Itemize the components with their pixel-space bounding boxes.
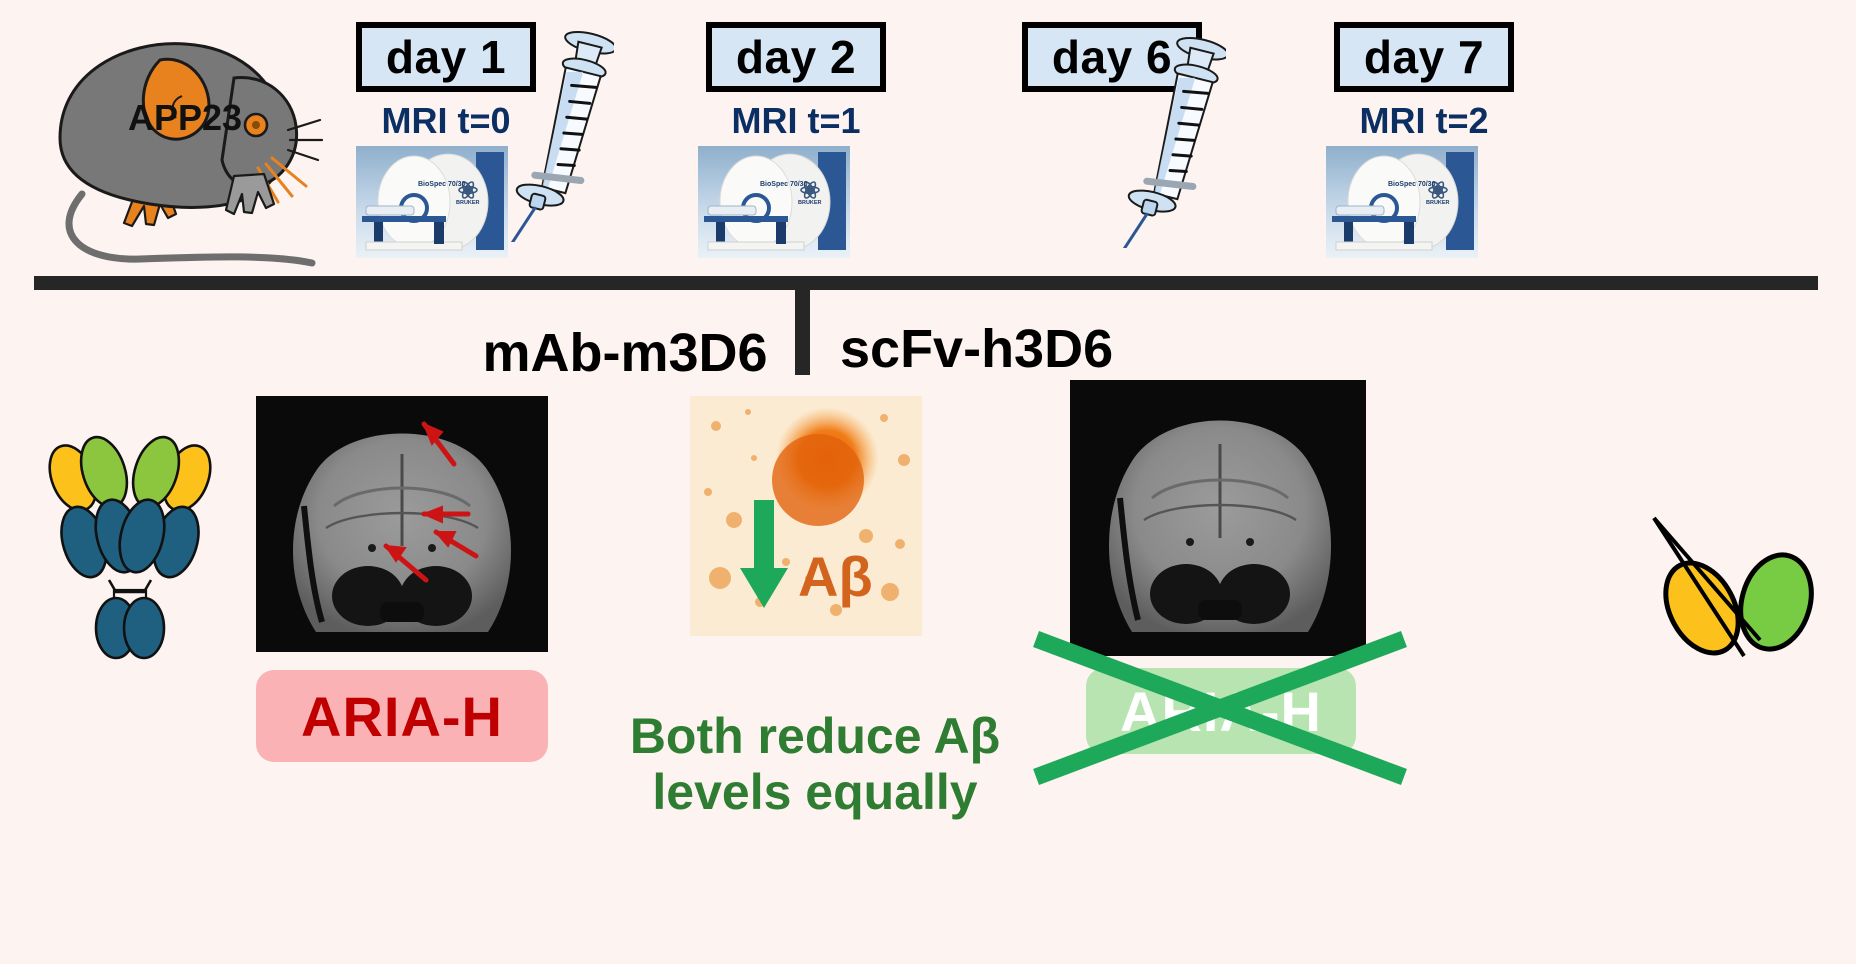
svg-text:BioSpec 70/30: BioSpec 70/30 (760, 181, 808, 188)
daybox-day-6: day 6 (1022, 22, 1202, 92)
svg-text:BioSpec 70/30: BioSpec 70/30 (1388, 181, 1436, 188)
svg-text:BRUKER: BRUKER (1426, 200, 1450, 206)
mri-scanner-icon: BioSpec 70/30 BRUKER (1326, 146, 1478, 258)
syringe-icon (506, 22, 617, 251)
mri-brain-coronal-icon (1070, 380, 1366, 656)
scfv-fragment-icon (1640, 510, 1840, 670)
antibody-igg-icon (30, 430, 230, 670)
svg-text:BRUKER: BRUKER (456, 200, 480, 206)
svg-text:BioSpec 70/30: BioSpec 70/30 (418, 181, 466, 188)
mouse-strain-label: APP23 (128, 97, 242, 138)
mri-scanner-icon: BioSpec 70/30 BRUKER (698, 146, 850, 258)
daybox-day-2: day 2 (706, 22, 886, 92)
daybox-label: day 6 (1051, 31, 1173, 83)
mri-scanner-icon: BioSpec 70/30 BRUKER (356, 146, 508, 258)
svg-text:BRUKER: BRUKER (798, 200, 822, 206)
daybox-day-7: day 7 (1334, 22, 1514, 92)
mri-label-t2: MRI t=2 (1359, 100, 1489, 141)
abeta-plaque-micrograph-icon: Aβ (690, 396, 922, 636)
conclusion-text: Both reduce Aβ levels equally (629, 708, 1001, 820)
abeta-label: Aβ (798, 545, 873, 608)
group-title-right: scFv-h3D6 (840, 319, 1114, 379)
syringe-icon (1118, 28, 1229, 257)
daybox-label: day 7 (1363, 31, 1485, 83)
daybox-day-1: day 1 (356, 22, 536, 92)
group-title-left: mAb-m3D6 (482, 323, 768, 383)
green-cross-out-icon (1030, 628, 1410, 788)
section-divider-vertical (795, 290, 810, 375)
experiment-timeline: APP23 day 1 MRI t=0 BioSpec 70 (0, 0, 1856, 334)
green-down-arrow-icon (740, 500, 788, 608)
mri-label-t0: MRI t=0 (381, 100, 511, 141)
daybox-label: day 2 (735, 31, 857, 83)
status-badge-aria-h-left: ARIA-H (256, 670, 548, 762)
mri-label-t1: MRI t=1 (731, 100, 861, 141)
mouse-icon: APP23 (20, 18, 350, 268)
section-divider-horizontal (34, 276, 1818, 290)
mri-brain-coronal-icon (256, 396, 548, 652)
red-arrow-icon (383, 421, 479, 583)
daybox-label: day 1 (385, 31, 507, 83)
